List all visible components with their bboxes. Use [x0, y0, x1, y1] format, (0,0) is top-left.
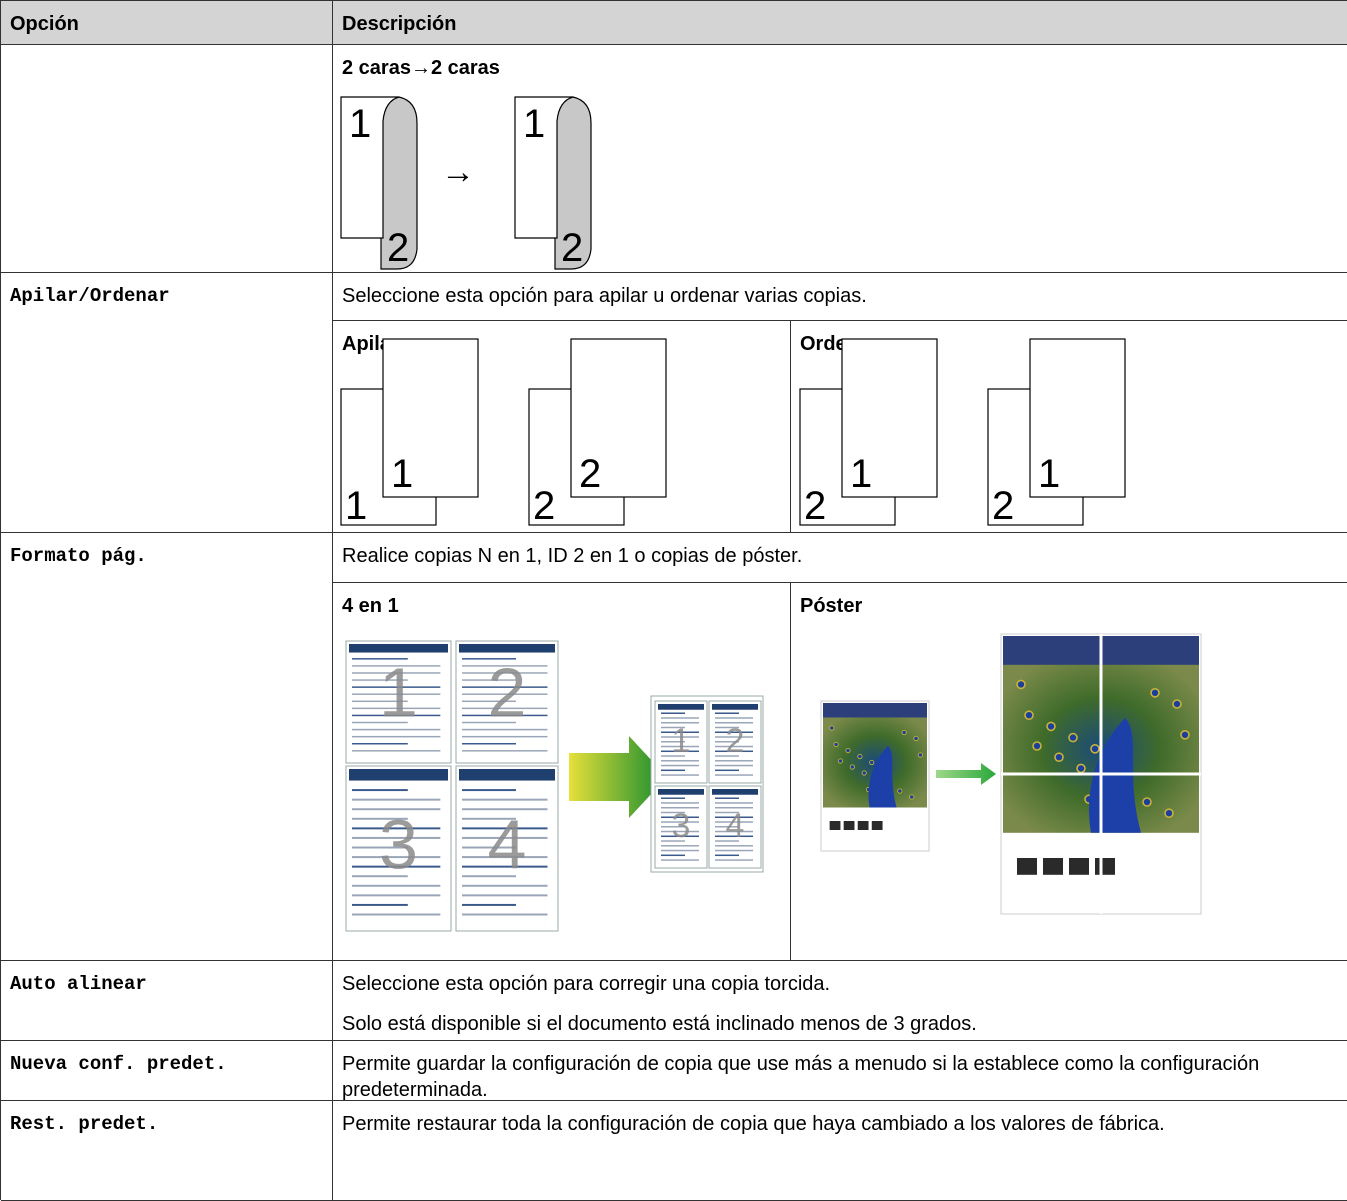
figure-cell: 4 en 1 [333, 583, 791, 961]
option-cell: Rest. predet. [1, 1101, 333, 1201]
paragraph: Póster [800, 595, 863, 617]
description-cell: Realice copias N en 1, ID 2 en 1 o copia… [333, 533, 1347, 583]
description-cell: Permite restaurar toda la configuración … [333, 1101, 1347, 1201]
figure-cell: Póster [791, 583, 1347, 961]
paragraph: Permite restaurar toda la configuración … [342, 1113, 1165, 1135]
header-option: Opción [1, 1, 333, 45]
description-cell: Permite guardar la configuración de copi… [333, 1041, 1347, 1101]
figure-cell: Ordenar [791, 321, 1347, 533]
paragraph: Seleccione esta opción para apilar u ord… [342, 285, 867, 307]
paragraph: 4 en 1 [342, 595, 399, 617]
description-cell: Seleccione esta opción para apilar u ord… [333, 273, 1347, 321]
paragraph: Ordenar [800, 333, 878, 355]
option-cell: Apilar/Ordenar [1, 273, 333, 533]
option-cell: Formato pág. [1, 533, 333, 961]
option-cell: Auto alinear [1, 961, 333, 1041]
header-description: Descripción [333, 1, 1347, 45]
paragraph: Seleccione esta opción para corregir una… [342, 973, 831, 995]
description-cell: Seleccione esta opción para corregir una… [333, 961, 1347, 1041]
paragraph: 2 caras→2 caras [342, 57, 500, 79]
paragraph: Solo está disponible si el documento est… [342, 1013, 977, 1035]
option-cell: Nueva conf. predet. [1, 1041, 333, 1101]
option-cell [1, 45, 333, 273]
description-cell: 2 caras→2 caras [333, 45, 1347, 273]
figure-cell: Apilar [333, 321, 791, 533]
paragraph: Realice copias N en 1, ID 2 en 1 o copia… [342, 545, 803, 567]
paragraph: Permite guardar la configuración de copi… [342, 1053, 1260, 1101]
paragraph: Apilar [342, 333, 399, 355]
